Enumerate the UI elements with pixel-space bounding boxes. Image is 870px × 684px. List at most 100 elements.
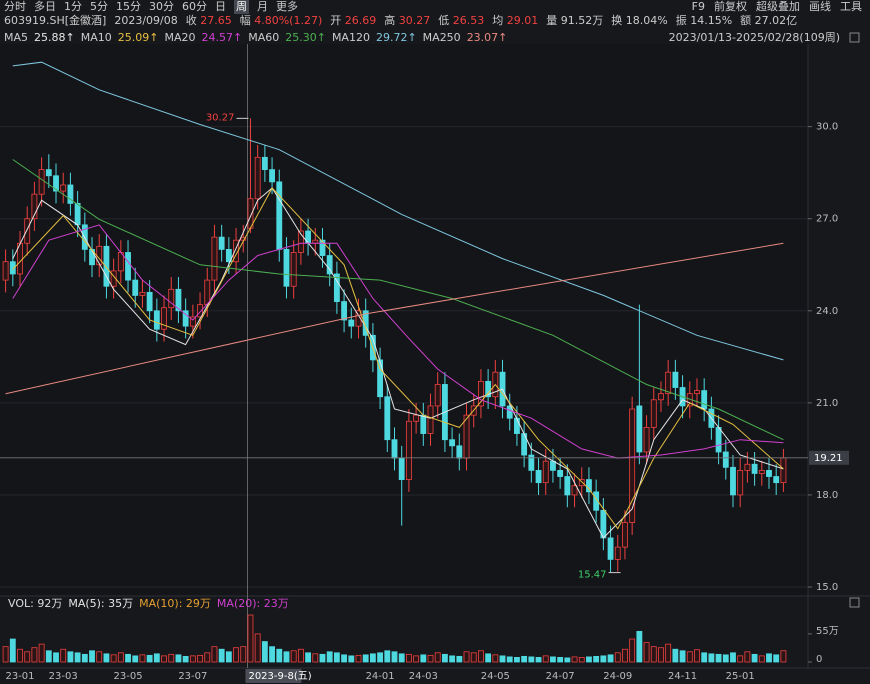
period-button[interactable]: 15分 (116, 0, 141, 13)
x-tick-label: 24-01 (366, 671, 395, 682)
amp: 14.15% (690, 14, 733, 27)
ma-line (12, 187, 784, 539)
volume-bar (139, 654, 146, 663)
volume-bar (225, 651, 232, 663)
candle-body (737, 469, 744, 496)
zoom-out-icon[interactable] (849, 32, 860, 43)
period-button[interactable]: 月 (257, 0, 268, 13)
volume-bar (81, 653, 88, 663)
period-button[interactable]: 周 (234, 0, 249, 14)
ma-line (12, 187, 784, 530)
x-tick-label: 24-07 (546, 671, 575, 682)
volume-bar (96, 651, 103, 663)
volume-bar (254, 633, 261, 663)
tool-button[interactable]: 超级叠加 (756, 0, 800, 13)
volume-bar (261, 641, 268, 663)
period-button[interactable]: 多日 (34, 0, 56, 13)
price-label: 19.21 (814, 453, 843, 464)
volume-bar (672, 648, 679, 663)
volume-bar (125, 653, 131, 663)
volume-bar (269, 646, 275, 663)
volume-bar (333, 652, 340, 663)
period-button[interactable]: 30分 (149, 0, 174, 13)
info-row: 603919.SH[金徽酒] 2023/09/08 收 27.65 幅 4.80… (4, 14, 866, 28)
period-button[interactable]: 日 (215, 0, 226, 13)
vol-header-item: MA(20): 23万 (216, 597, 289, 610)
toolbar: 分时 多日 1分 5分 15分 30分 60分日周月更多 F9 前复权 超级叠加 画线 工具 (4, 0, 866, 14)
candle-body (658, 393, 664, 401)
volume-bar (247, 614, 254, 663)
candle-body (650, 399, 657, 428)
info-label: 高 (384, 14, 396, 27)
volume-bar (369, 653, 376, 663)
volume-bar (377, 652, 384, 663)
period-button[interactable]: 分时 (4, 0, 26, 13)
period-button[interactable]: 60分 (182, 0, 207, 13)
candle-body (694, 390, 700, 395)
volume-bar (686, 651, 693, 663)
high: 30.27 (398, 14, 431, 27)
y-tick-label: 24.0 (816, 306, 838, 317)
volume-bar (405, 653, 412, 663)
candle-body (722, 451, 729, 468)
candle-body (607, 537, 614, 560)
volume-bar (240, 646, 247, 663)
ma-line (12, 224, 784, 459)
candle-body (355, 310, 362, 327)
volume-bar (384, 650, 391, 663)
candle-body (182, 310, 189, 327)
volume-bar (679, 650, 686, 663)
volume-bar (17, 648, 23, 663)
amount: 27.02亿 (754, 14, 798, 27)
y-tick-label: 30.0 (816, 122, 838, 133)
period-button[interactable]: 更多 (276, 0, 298, 13)
close-panel-icon[interactable] (849, 597, 860, 608)
plot-bg (0, 44, 808, 596)
candle-body (297, 230, 304, 253)
candle-body (146, 291, 153, 312)
period-button[interactable]: 1分 (64, 0, 82, 13)
volume-bar (89, 650, 95, 663)
tool-button[interactable]: 画线 (809, 0, 831, 13)
candle-body (139, 291, 146, 296)
stock: 603919.SH[金徽酒] (4, 14, 107, 27)
candle-body (758, 469, 765, 474)
candle-body (427, 405, 434, 434)
volume-bar (751, 653, 758, 663)
volume-bar (492, 654, 499, 663)
candle-body (643, 427, 650, 453)
candle-body (283, 249, 290, 287)
candle-body (218, 236, 225, 250)
candle-body (197, 304, 203, 318)
volume-bar (362, 654, 369, 663)
candle-body (341, 301, 348, 321)
tool-button[interactable]: F9 (691, 0, 705, 13)
volume-bar (694, 649, 700, 663)
volume-bar (578, 657, 585, 663)
tool-button[interactable]: 前复权 (714, 0, 747, 13)
volume-bar (348, 655, 355, 663)
volume-bar (571, 656, 578, 663)
volume-bar (319, 653, 326, 663)
candle-body (9, 261, 16, 275)
volume-bar (67, 651, 74, 663)
candle-body (780, 457, 787, 484)
tool-button[interactable]: 工具 (840, 0, 862, 13)
candle-body (254, 156, 261, 200)
period-button[interactable]: 5分 (90, 0, 108, 13)
candle-body (211, 236, 218, 281)
volume-bar (506, 656, 513, 663)
candle-body (665, 371, 672, 395)
info-label: 开 (330, 14, 342, 27)
legend-name: MA5 (4, 31, 29, 44)
legend-name: MA20 (164, 31, 196, 44)
candle-body (189, 316, 196, 327)
volume-bar (2, 646, 9, 663)
volume-bar (434, 652, 441, 663)
candle-body (614, 546, 621, 560)
candle-body (413, 414, 420, 422)
volume-bar (117, 652, 124, 663)
volume-bar (773, 654, 780, 663)
